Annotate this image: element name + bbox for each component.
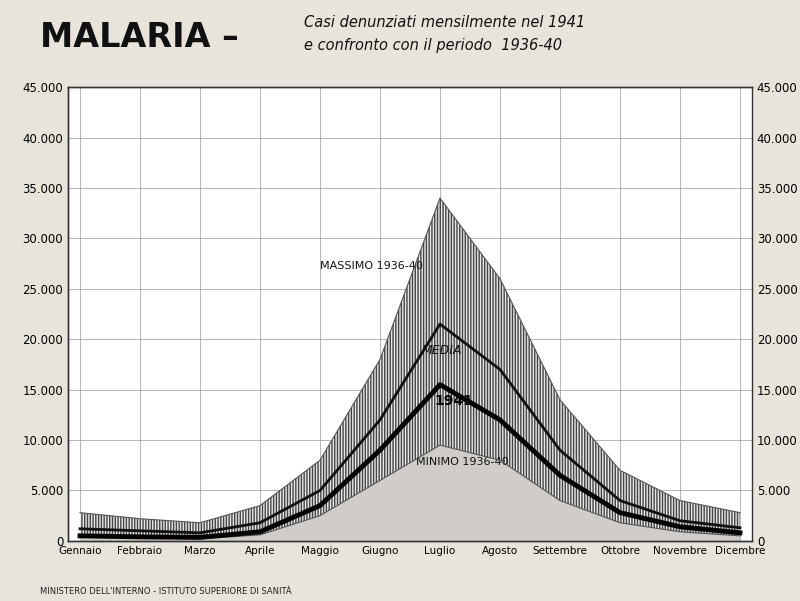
Text: MINISTERO DELL'INTERNO - ISTITUTO SUPERIORE DI SANITÀ: MINISTERO DELL'INTERNO - ISTITUTO SUPERI… xyxy=(40,587,292,596)
Text: MALARIA –: MALARIA – xyxy=(40,21,238,54)
Text: 1941: 1941 xyxy=(434,394,473,407)
Text: MINIMO 1936-40: MINIMO 1936-40 xyxy=(416,457,509,467)
Text: MEDIA: MEDIA xyxy=(422,344,462,358)
Text: Casi denunziati mensilmente nel 1941
e confronto con il periodo  1936-40: Casi denunziati mensilmente nel 1941 e c… xyxy=(304,15,585,53)
Text: MASSIMO 1936-40: MASSIMO 1936-40 xyxy=(320,261,423,270)
